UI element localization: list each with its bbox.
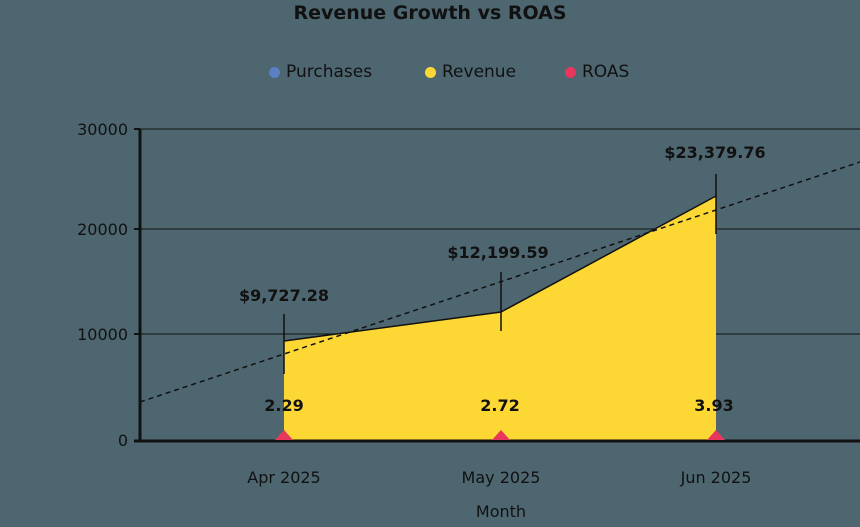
x-axis-title: Month xyxy=(476,502,526,521)
roas-marker-icon xyxy=(707,430,725,440)
legend-item-purchases[interactable]: Purchases xyxy=(269,62,372,82)
x-tick-label: May 2025 xyxy=(462,468,541,487)
roas-value-label: 2.72 xyxy=(480,396,519,415)
roas-value-label: 3.93 xyxy=(694,396,733,415)
chart-title: Revenue Growth vs ROAS xyxy=(293,2,567,24)
revenue-value-label: $23,379.76 xyxy=(664,143,765,162)
revenue-value-label: $9,727.28 xyxy=(239,286,329,305)
purchases-dot-icon xyxy=(269,66,280,78)
legend: Purchases Revenue ROAS xyxy=(0,62,860,84)
y-tick-label: 0 xyxy=(118,431,128,450)
legend-item-revenue[interactable]: Revenue xyxy=(425,62,516,82)
roas-value-label: 2.29 xyxy=(264,396,303,415)
y-tick-label: 20000 xyxy=(77,220,128,239)
y-tick-label: 10000 xyxy=(77,325,128,344)
roas-dot-icon xyxy=(565,66,576,78)
x-tick-label: Apr 2025 xyxy=(247,468,320,487)
trendline xyxy=(139,161,860,403)
legend-item-roas[interactable]: ROAS xyxy=(565,62,629,82)
legend-label: Purchases xyxy=(286,62,373,82)
roas-marker-icon xyxy=(275,430,293,440)
roas-marker-icon xyxy=(492,430,510,440)
legend-label: Revenue xyxy=(442,62,517,82)
legend-label: ROAS xyxy=(582,62,630,82)
revenue-area xyxy=(284,196,716,440)
y-tick-label: 30000 xyxy=(77,120,128,139)
revenue-value-label: $12,199.59 xyxy=(447,243,548,262)
x-tick-label: Jun 2025 xyxy=(680,468,752,487)
revenue-dot-icon xyxy=(425,66,436,78)
